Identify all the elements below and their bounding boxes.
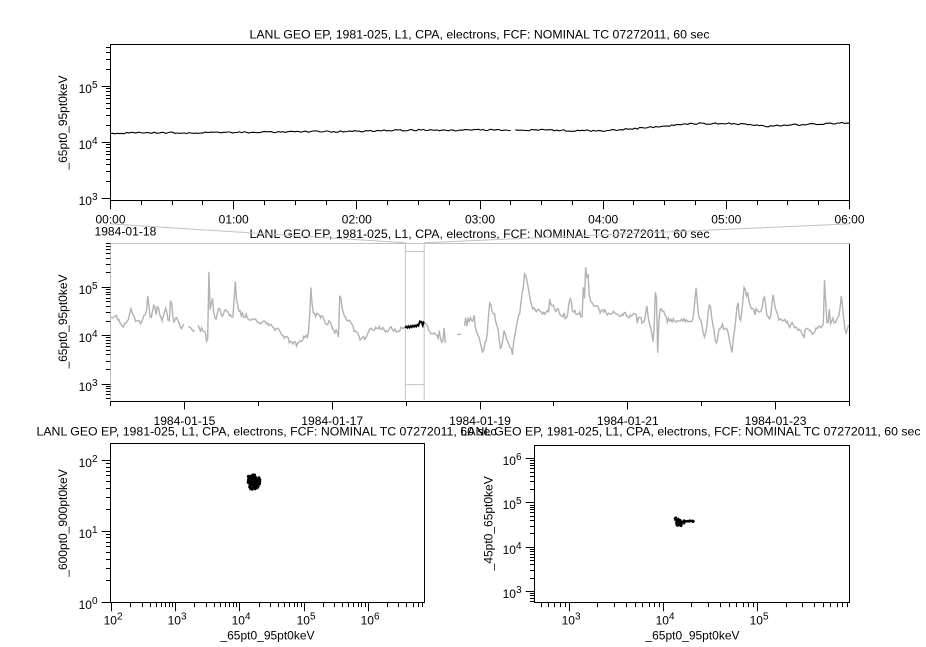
svg-text:1984-01-17: 1984-01-17 xyxy=(301,414,363,428)
svg-text:01:00: 01:00 xyxy=(219,212,249,226)
svg-text:_600pt0_900pt0keV: _600pt0_900pt0keV xyxy=(56,469,70,577)
svg-text:_65pt0_95pt0keV: _65pt0_95pt0keV xyxy=(56,274,70,369)
svg-text:00:00: 00:00 xyxy=(95,212,125,226)
svg-text:LANL GEO EP, 1981-025, L1, CPA: LANL GEO EP, 1981-025, L1, CPA, electron… xyxy=(37,425,497,439)
svg-text:_65pt0_95pt0keV: _65pt0_95pt0keV xyxy=(644,628,739,642)
svg-text:02:00: 02:00 xyxy=(342,212,372,226)
svg-text:1984-01-23: 1984-01-23 xyxy=(745,414,807,428)
svg-text:_65pt0_95pt0keV: _65pt0_95pt0keV xyxy=(219,628,314,642)
svg-text:1984-01-21: 1984-01-21 xyxy=(597,414,659,428)
svg-text:_65pt0_95pt0keV: _65pt0_95pt0keV xyxy=(56,75,70,170)
svg-text:06:00: 06:00 xyxy=(834,212,864,226)
svg-text:LANL GEO EP, 1981-025, L1, CPA: LANL GEO EP, 1981-025, L1, CPA, electron… xyxy=(250,227,710,241)
svg-text:05:00: 05:00 xyxy=(711,212,741,226)
svg-text:1984-01-19: 1984-01-19 xyxy=(449,414,511,428)
svg-text:1984-01-18: 1984-01-18 xyxy=(95,224,157,238)
svg-text:03:00: 03:00 xyxy=(465,212,495,226)
svg-text:LANL GEO EP, 1981-025, L1, CPA: LANL GEO EP, 1981-025, L1, CPA, electron… xyxy=(461,425,921,439)
svg-text:LANL GEO EP, 1981-025, L1, CPA: LANL GEO EP, 1981-025, L1, CPA, electron… xyxy=(250,28,710,42)
svg-text:_45pt0_65pt0keV: _45pt0_65pt0keV xyxy=(482,476,496,571)
svg-text:04:00: 04:00 xyxy=(588,212,618,226)
svg-text:1984-01-15: 1984-01-15 xyxy=(154,414,216,428)
